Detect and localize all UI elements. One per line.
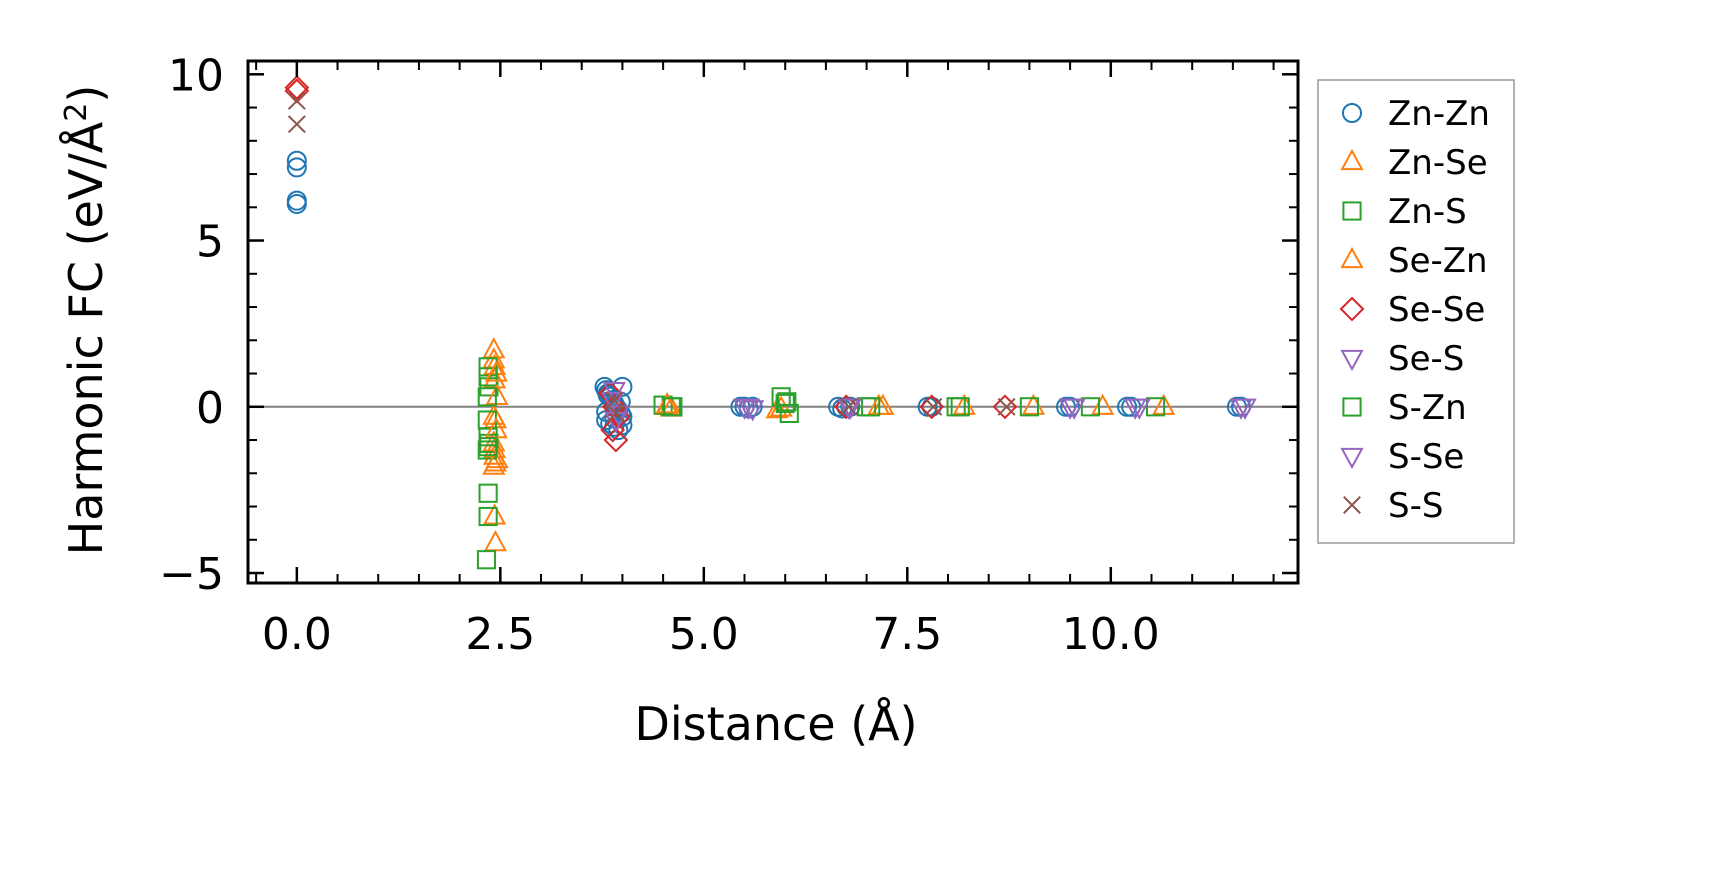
legend-marker-s-zn xyxy=(1342,397,1362,417)
legend-marker-s-s xyxy=(1343,496,1361,514)
x-tick-label-2: 5.0 xyxy=(669,609,739,660)
point-s-zn-5 xyxy=(950,397,970,417)
point-se-zn-0 xyxy=(484,360,508,382)
legend-label-se-zn: Se-Zn xyxy=(1388,241,1488,281)
legend-marker-se-se xyxy=(1339,296,1365,322)
point-se-zn-4 xyxy=(655,392,679,414)
point-s-se-4 xyxy=(1058,398,1082,420)
point-s-se-2 xyxy=(732,398,757,420)
legend-label-s-zn: S-Zn xyxy=(1388,388,1467,428)
legend-label-zn-s: Zn-S xyxy=(1388,192,1467,232)
point-zn-s-7 xyxy=(478,483,498,503)
x-tick-label-3: 7.5 xyxy=(872,609,942,660)
point-se-se-9 xyxy=(992,394,1018,420)
y-axis-label: Harmonic FC (eV/Å2) xyxy=(59,85,113,556)
point-zn-s-18 xyxy=(1080,397,1101,417)
data-points xyxy=(284,75,1257,570)
point-zn-zn-17 xyxy=(608,420,629,441)
legend-label-zn-se: Zn-Se xyxy=(1388,143,1488,183)
point-zn-zn-3 xyxy=(286,193,307,214)
point-s-se-3 xyxy=(837,398,861,420)
point-zn-zn-0 xyxy=(286,150,307,171)
legend-label-se-se: Se-Se xyxy=(1388,290,1485,330)
point-se-se-6 xyxy=(603,427,629,453)
y-axis-label-close: ) xyxy=(59,85,113,103)
point-zn-s-19 xyxy=(1145,397,1166,417)
point-zn-se-15 xyxy=(765,397,789,419)
legend-marker-zn-zn xyxy=(1341,102,1363,124)
point-zn-zn-1 xyxy=(286,157,307,178)
plot-frame xyxy=(246,59,1300,585)
legend-marker-se-zn xyxy=(1340,246,1364,269)
legend-label-s-se: S-Se xyxy=(1388,437,1464,477)
point-zn-s-9 xyxy=(476,550,497,570)
legend-label-s-s: S-S xyxy=(1388,486,1443,526)
point-s-s-5 xyxy=(924,397,943,416)
legend-label-zn-zn: Zn-Zn xyxy=(1388,94,1490,134)
point-se-se-0 xyxy=(284,75,310,101)
point-zn-s-1 xyxy=(478,367,498,387)
legend-marker-s-se xyxy=(1340,447,1364,470)
point-zn-s-13 xyxy=(775,393,795,414)
y-tick-label-1: 0 xyxy=(196,383,224,434)
point-zn-s-17 xyxy=(1019,397,1039,417)
point-se-se-8 xyxy=(919,394,945,420)
legend-marker-zn-se xyxy=(1340,148,1364,171)
x-tick-label-0: 0.0 xyxy=(262,609,332,660)
y-tick-label-3: 10 xyxy=(168,50,224,101)
axes: 0.0 2.5 5.0 7.5 10.0 −5 0 5 10 xyxy=(159,50,1300,660)
point-s-s-6 xyxy=(997,397,1016,416)
x-tick-label-4: 10.0 xyxy=(1062,609,1160,660)
point-s-zn-3 xyxy=(777,392,797,412)
x-tick-label-1: 2.5 xyxy=(465,609,535,660)
point-se-se-5 xyxy=(600,417,626,443)
point-zn-zn-33 xyxy=(921,396,942,417)
point-se-zn-3 xyxy=(485,446,509,469)
legend: Zn-Zn Zn-Se Zn-S Se-Zn Se-Se Se-S S-Zn S-Se S-S xyxy=(1317,79,1515,544)
point-s-se-6 xyxy=(1229,398,1253,420)
y-axis-label-main: Harmonic FC (eV/Å xyxy=(59,121,113,555)
point-zn-s-14 xyxy=(779,403,799,424)
point-zn-se-20 xyxy=(1091,393,1115,415)
x-axis-label: Distance (Å) xyxy=(634,697,917,751)
legend-marker-se-s xyxy=(1340,349,1364,372)
point-se-zn-1 xyxy=(485,383,509,405)
point-s-zn-2 xyxy=(663,397,683,417)
y-tick-label-0: −5 xyxy=(159,549,224,600)
y-tick-label-2: 5 xyxy=(196,217,224,268)
point-zn-s-8 xyxy=(478,506,498,527)
point-zn-se-11 xyxy=(483,503,507,525)
legend-marker-zn-s xyxy=(1342,201,1362,221)
point-s-s-3 xyxy=(606,404,625,423)
y-axis-label-superscript: 2 xyxy=(59,103,94,122)
point-zn-se-2 xyxy=(483,353,507,376)
point-s-zn-1 xyxy=(478,437,498,457)
point-s-se-5 xyxy=(1127,398,1151,420)
point-s-s-1 xyxy=(287,115,306,134)
legend-label-se-s: Se-S xyxy=(1388,339,1464,379)
point-s-zn-4 xyxy=(861,397,881,417)
point-s-s-4 xyxy=(839,397,858,416)
point-s-s-0 xyxy=(287,91,306,110)
point-s-zn-0 xyxy=(477,387,497,407)
